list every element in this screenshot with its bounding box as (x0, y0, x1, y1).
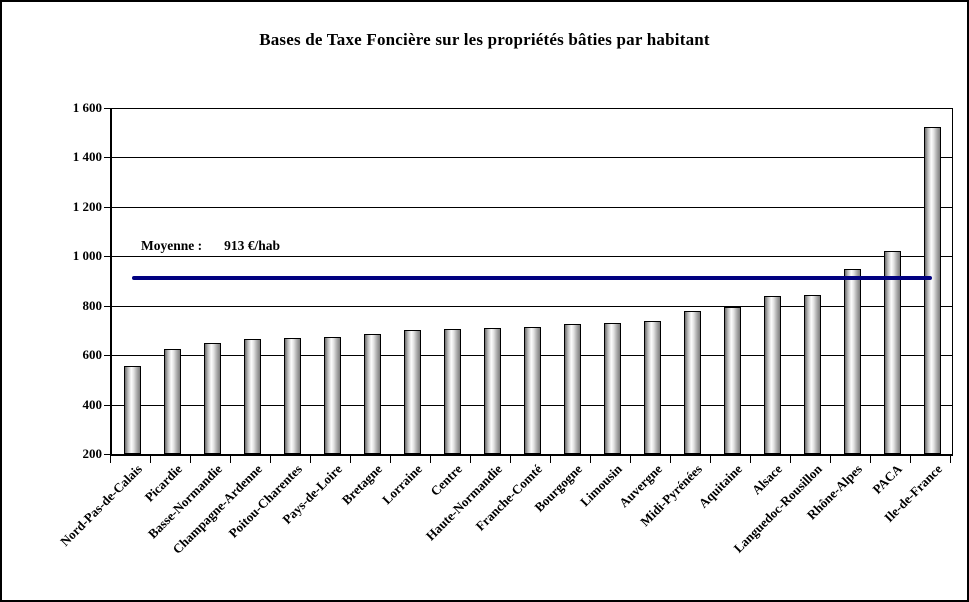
x-tick-mark (430, 456, 431, 463)
y-tick-label: 1 000 (72, 248, 102, 264)
bar (243, 339, 261, 454)
x-tick-mark (630, 456, 631, 463)
x-tick-mark (670, 456, 671, 463)
x-tick-mark (390, 456, 391, 463)
x-tick-mark (550, 456, 551, 463)
y-tick-mark (104, 256, 110, 258)
bar (803, 294, 821, 454)
x-tick-mark (350, 456, 351, 463)
gridline (112, 157, 952, 159)
y-tick-mark (104, 206, 110, 208)
y-tick-label: 1 600 (72, 100, 102, 115)
x-tick-mark (150, 456, 151, 463)
x-tick-mark (470, 456, 471, 463)
x-tick-mark (190, 456, 191, 463)
y-tick-label: 1 200 (72, 198, 102, 214)
y-tick-label: 600 (82, 347, 103, 363)
x-tick-mark (870, 456, 871, 463)
y-tick-mark (104, 157, 110, 159)
average-label-text: Moyenne : (141, 237, 203, 253)
x-tick-mark (590, 456, 591, 463)
x-tick-mark (270, 456, 271, 463)
plot-area: Moyenne : 913 €/hab (110, 108, 953, 456)
bar (883, 251, 901, 454)
bar (603, 323, 621, 454)
y-tick-label: 1 400 (72, 149, 102, 165)
y-tick-mark (104, 305, 110, 307)
x-tick-label: Ile-de-France (881, 461, 945, 525)
y-tick-label: 200 (82, 446, 103, 461)
average-annotation: Moyenne : 913 €/hab (141, 238, 280, 254)
x-tick-mark (910, 456, 911, 463)
bar (443, 329, 461, 454)
x-tick-mark (230, 456, 231, 463)
gridline (112, 108, 952, 109)
bar (723, 306, 741, 454)
bar (763, 295, 781, 454)
bar (363, 334, 381, 454)
gridline (112, 256, 952, 258)
bar (523, 326, 541, 454)
bar (483, 327, 501, 454)
y-tick-label: 800 (82, 297, 103, 313)
y-tick-mark (104, 404, 110, 406)
bar (643, 320, 661, 454)
x-tick-mark (110, 456, 111, 463)
bar (403, 330, 421, 454)
bar (283, 337, 301, 454)
x-tick-mark (950, 456, 951, 463)
x-tick-mark (750, 456, 751, 463)
x-tick-mark (510, 456, 511, 463)
y-tick-label: 400 (82, 396, 103, 412)
x-tick-mark (790, 456, 791, 463)
x-tick-mark (830, 456, 831, 463)
bar (323, 336, 341, 454)
y-tick-mark (104, 108, 110, 109)
x-tick-mark (710, 456, 711, 463)
bar (843, 268, 861, 454)
y-tick-mark (104, 355, 110, 357)
average-value-text: 913 €/hab (224, 237, 281, 253)
gridline (112, 305, 952, 307)
bar (923, 126, 941, 454)
bar (683, 310, 701, 454)
y-tick-mark (104, 454, 110, 455)
x-tick-mark (310, 456, 311, 463)
bar (563, 324, 581, 454)
chart-title: Bases de Taxe Foncière sur les propriété… (259, 30, 710, 49)
gridline (112, 206, 952, 208)
bar (203, 342, 221, 454)
average-line (132, 275, 932, 280)
bar (123, 366, 141, 454)
bar (163, 348, 181, 454)
